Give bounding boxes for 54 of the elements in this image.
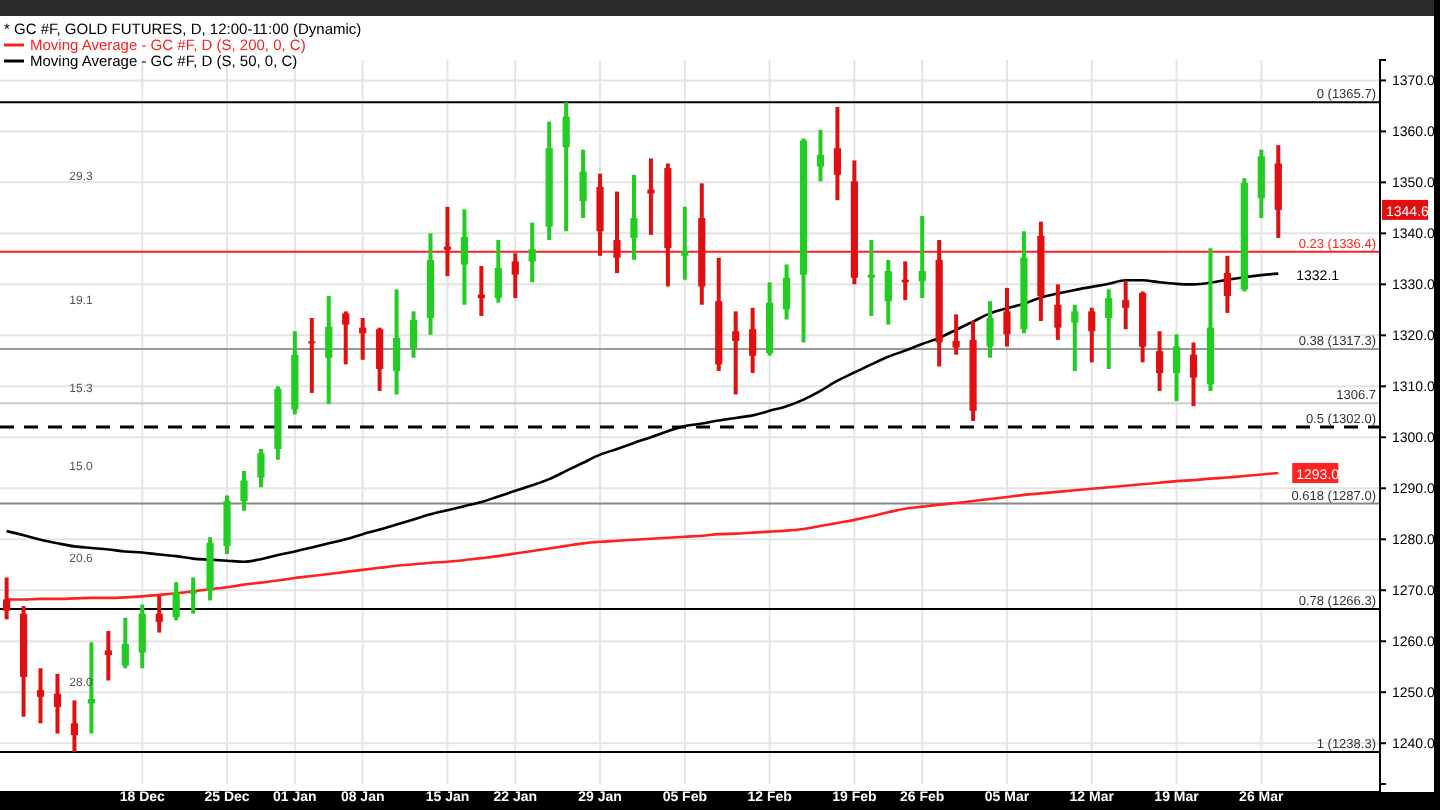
candlestick	[952, 312, 960, 357]
candlestick	[613, 189, 621, 276]
candlestick	[1155, 329, 1164, 393]
candlestick	[1223, 253, 1231, 315]
candlestick	[749, 305, 757, 376]
candlestick	[1257, 147, 1265, 221]
candlestick	[681, 204, 689, 282]
candlestick	[596, 171, 604, 258]
candlestick	[1274, 143, 1282, 240]
candlestick	[1105, 287, 1113, 371]
candlestick	[325, 294, 333, 407]
candlestick	[630, 172, 638, 262]
candlestick	[1071, 302, 1079, 374]
candlestick	[579, 147, 587, 221]
candlestick	[1122, 279, 1130, 332]
candlestick	[36, 666, 45, 726]
candlestick	[138, 602, 146, 671]
candlestick	[257, 447, 265, 490]
candlestick	[562, 100, 570, 234]
candlestick	[443, 204, 452, 279]
candlestick	[155, 593, 163, 635]
candlestick	[3, 575, 11, 622]
candlestick	[732, 309, 740, 397]
candlestick	[308, 315, 316, 395]
candlestick	[647, 156, 655, 237]
candlestick	[409, 309, 418, 360]
candlestick	[1189, 340, 1198, 409]
candlestick	[392, 287, 401, 397]
candlestick	[782, 262, 791, 322]
candlestick	[511, 251, 519, 301]
candlestick	[1088, 305, 1096, 365]
candlestick	[1003, 285, 1011, 349]
candlestick	[70, 698, 79, 754]
candlestick	[240, 468, 248, 513]
candlestick	[172, 580, 180, 623]
candlestick	[1054, 282, 1062, 342]
candlestick	[1172, 332, 1181, 404]
candlestick	[342, 309, 350, 367]
candlestick	[986, 299, 994, 360]
candlestick	[223, 493, 231, 557]
candlestick	[121, 615, 129, 671]
candlestick	[918, 214, 926, 301]
candlestick	[376, 325, 384, 393]
candlestick	[816, 127, 825, 184]
candlestick	[494, 237, 502, 305]
candlestick	[189, 575, 197, 616]
candlestick	[206, 535, 214, 603]
candlestick	[53, 671, 62, 736]
candlestick	[104, 629, 112, 683]
candlestick	[528, 220, 536, 285]
candlestick	[833, 104, 842, 203]
candlestick	[884, 257, 892, 327]
candlestick	[460, 207, 469, 307]
candlestick	[867, 237, 875, 318]
